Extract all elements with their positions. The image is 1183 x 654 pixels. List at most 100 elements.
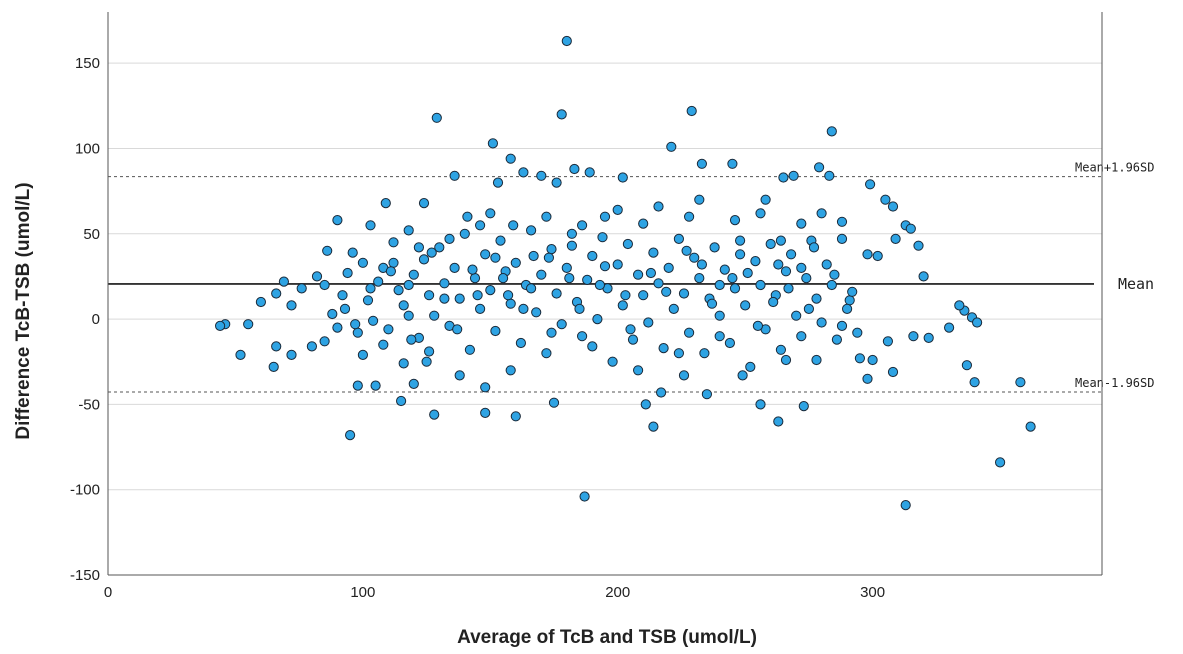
y-tick-label: -150	[70, 567, 100, 584]
data-point	[215, 320, 226, 331]
x-axis-title: Average of TcB and TSB (umol/L)	[457, 627, 757, 648]
y-axis-title: Difference TcB-TSB (umol/L)	[13, 182, 34, 439]
data-point	[469, 273, 481, 284]
y-tick-label: 100	[75, 140, 100, 157]
data-point	[556, 109, 567, 120]
y-tick-label: -100	[70, 482, 100, 499]
data-point	[755, 399, 766, 410]
data-point	[995, 457, 1006, 468]
data-point	[485, 208, 496, 219]
data-point	[408, 378, 419, 389]
data-point	[235, 349, 246, 360]
y-tick-label: -50	[78, 396, 100, 413]
data-point	[365, 283, 376, 294]
data-point	[597, 232, 608, 243]
data-point	[373, 276, 384, 287]
data-point	[472, 290, 483, 301]
data-point	[243, 319, 254, 330]
data-point	[727, 273, 738, 284]
data-point	[653, 278, 664, 289]
data-point	[737, 370, 748, 381]
data-point	[668, 303, 679, 314]
data-point	[854, 353, 866, 364]
data-point	[816, 317, 827, 328]
data-point	[306, 341, 317, 352]
data-point	[729, 283, 741, 294]
data-point	[1025, 421, 1036, 432]
data-point	[658, 343, 669, 354]
data-point	[398, 300, 409, 311]
data-point	[485, 285, 496, 296]
data-point	[592, 314, 603, 325]
data-point	[319, 336, 330, 347]
data-point	[439, 293, 450, 304]
data-point	[814, 162, 825, 173]
data-point	[709, 242, 720, 253]
data-point	[780, 354, 792, 366]
data-point	[345, 430, 356, 441]
gridlines	[108, 62, 1102, 576]
data-point	[798, 401, 809, 412]
data-point	[699, 348, 710, 359]
data-point	[508, 220, 519, 231]
data-point	[724, 337, 736, 349]
data-point	[388, 237, 399, 248]
data-point	[622, 238, 634, 250]
data-point	[510, 257, 521, 268]
data-point	[696, 259, 708, 270]
data-point	[684, 327, 695, 338]
data-point	[518, 167, 529, 178]
data-point	[765, 238, 776, 250]
data-point	[431, 112, 442, 123]
data-point	[719, 264, 730, 275]
data-point	[393, 285, 404, 296]
data-point	[681, 245, 692, 256]
data-point	[689, 252, 700, 263]
data-point	[454, 370, 465, 381]
data-point	[811, 354, 822, 366]
mean-label: Mean	[1118, 275, 1154, 293]
data-point	[406, 334, 417, 345]
data-point	[378, 339, 389, 350]
data-point	[587, 341, 598, 352]
data-point	[729, 215, 741, 226]
data-point	[694, 273, 705, 284]
data-point	[755, 208, 766, 219]
data-point	[339, 303, 351, 314]
data-point	[913, 240, 924, 251]
data-point	[661, 286, 672, 297]
data-point	[686, 105, 697, 117]
data-point	[556, 319, 567, 330]
data-point	[625, 324, 636, 335]
data-point	[388, 257, 399, 268]
data-point	[424, 290, 435, 301]
data-point	[347, 247, 358, 258]
data-point	[673, 233, 685, 244]
data-point	[969, 377, 980, 388]
data-point	[607, 356, 618, 367]
data-point	[786, 249, 797, 260]
data-point	[796, 331, 807, 342]
data-point	[599, 261, 611, 272]
data-point	[510, 411, 521, 422]
data-point	[546, 327, 557, 338]
data-point	[701, 389, 713, 400]
x-tick-label: 200	[605, 584, 630, 601]
data-point	[882, 336, 894, 347]
data-point	[872, 250, 883, 262]
data-point	[750, 256, 761, 267]
data-point	[403, 279, 414, 291]
data-point	[775, 344, 787, 355]
data-point	[380, 198, 391, 209]
data-point	[714, 310, 725, 321]
data-point	[808, 242, 820, 253]
data-point	[735, 235, 746, 246]
data-point	[778, 172, 789, 183]
data-point	[865, 179, 876, 190]
data-point	[648, 421, 659, 432]
data-point	[824, 170, 835, 181]
data-points	[215, 35, 1036, 511]
data-point	[821, 259, 832, 270]
data-point	[365, 220, 376, 231]
data-point	[566, 228, 578, 239]
